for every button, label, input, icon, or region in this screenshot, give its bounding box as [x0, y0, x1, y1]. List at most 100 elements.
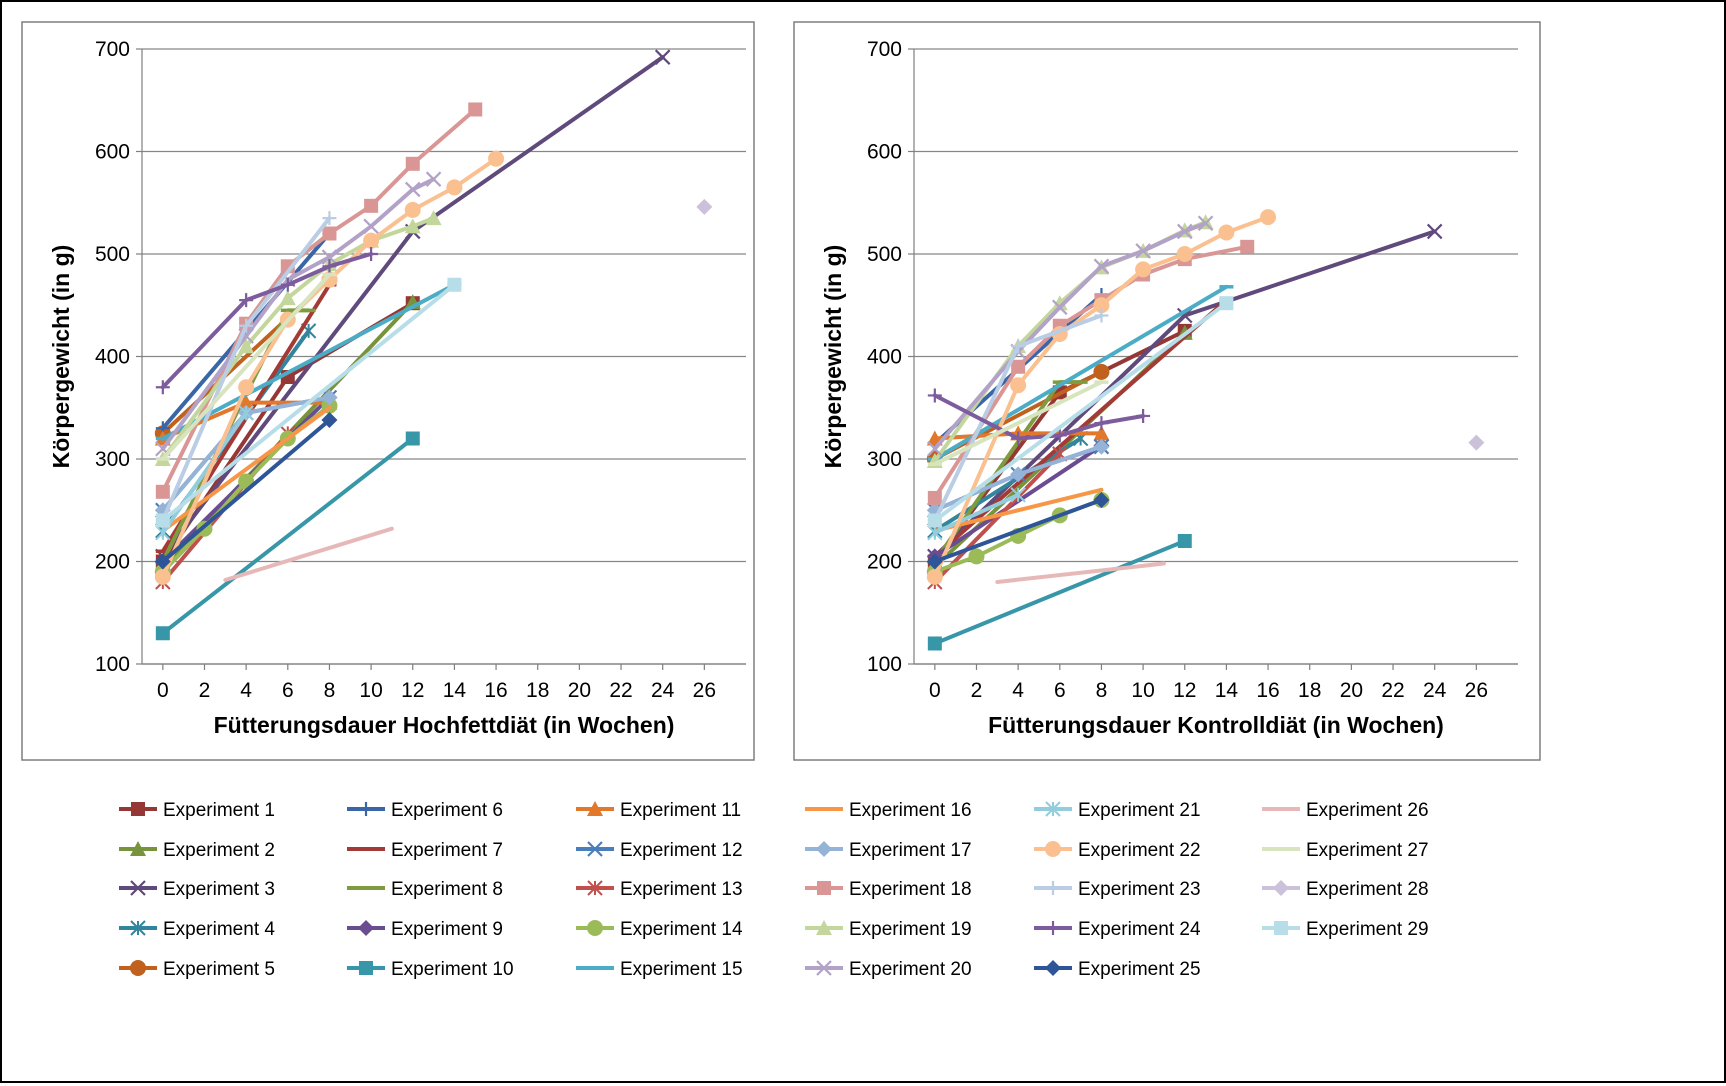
data-point	[156, 514, 170, 528]
x-tick-label: 14	[1215, 679, 1239, 702]
x-tick-label: 10	[1131, 679, 1154, 702]
legend-entry: Experiment 9	[347, 919, 503, 940]
legend-marker	[359, 961, 373, 975]
data-point	[1177, 246, 1193, 262]
legend-label: Experiment 29	[1306, 919, 1429, 940]
x-tick-label: 26	[1465, 679, 1488, 702]
x-tick-label: 20	[568, 679, 591, 702]
y-tick-label: 500	[95, 243, 130, 266]
legend-label: Experiment 13	[620, 879, 743, 900]
legend-label: Experiment 21	[1078, 800, 1201, 821]
chart-frame	[22, 22, 754, 760]
legend-marker	[587, 920, 603, 936]
x-axis-label: Fütterungsdauer Hochfettdiät (in Wochen)	[214, 712, 675, 738]
data-point	[447, 278, 461, 292]
data-point	[928, 637, 942, 651]
legend-marker	[1046, 921, 1060, 935]
legend-entry: Experiment 7	[347, 840, 503, 861]
data-point	[364, 199, 378, 213]
legend-label: Experiment 10	[391, 959, 514, 980]
legend-entry: Experiment 23	[1034, 879, 1201, 900]
legend-label: Experiment 2	[163, 840, 275, 861]
x-tick-label: 18	[1298, 679, 1321, 702]
legend-label: Experiment 15	[620, 959, 743, 980]
y-tick-label: 400	[95, 346, 130, 369]
legend-marker	[131, 802, 145, 816]
y-tick-label: 300	[867, 448, 902, 471]
legend-label: Experiment 3	[163, 879, 275, 900]
legend-label: Experiment 20	[849, 959, 972, 980]
legend-label: Experiment 25	[1078, 959, 1201, 980]
data-point	[405, 202, 421, 218]
data-point	[156, 626, 170, 640]
legend-marker	[1045, 841, 1061, 857]
y-tick-label: 500	[867, 243, 902, 266]
data-point	[238, 379, 254, 395]
x-tick-label: 6	[1054, 679, 1066, 702]
legend-marker	[359, 802, 373, 816]
legend-label: Experiment 26	[1306, 800, 1429, 821]
legend-label: Experiment 18	[849, 879, 972, 900]
legend-label: Experiment 8	[391, 879, 503, 900]
legend-entry: Experiment 2	[119, 840, 275, 861]
x-tick-label: 22	[609, 679, 632, 702]
legend-label: Experiment 19	[849, 919, 972, 940]
legend-entry: Experiment 12	[576, 840, 743, 861]
legend: Experiment 1 Experiment 2 Experiment 3 Expe…	[119, 800, 1429, 980]
legend-entry: Experiment 13	[576, 879, 743, 900]
legend-entry: Experiment 8	[347, 879, 503, 900]
data-point	[928, 491, 942, 505]
x-tick-label: 26	[693, 679, 716, 702]
legend-label: Experiment 11	[620, 800, 741, 821]
x-tick-label: 8	[1096, 679, 1108, 702]
legend-entry: Experiment 10	[347, 959, 514, 980]
data-point	[1218, 224, 1234, 240]
legend-entry: Experiment 26	[1262, 800, 1429, 821]
y-tick-label: 700	[95, 38, 130, 61]
x-tick-label: 24	[651, 679, 675, 702]
legend-entry: Experiment 4	[119, 919, 275, 940]
legend-marker	[1045, 960, 1061, 976]
y-tick-label: 200	[95, 551, 130, 574]
x-tick-label: 14	[443, 679, 467, 702]
legend-entry: Experiment 16	[805, 800, 972, 821]
x-tick-label: 22	[1381, 679, 1404, 702]
x-tick-label: 12	[1173, 679, 1196, 702]
data-point	[1260, 209, 1276, 225]
legend-entry: Experiment 20	[805, 959, 972, 980]
legend-entry: Experiment 28	[1262, 879, 1429, 900]
legend-entry: Experiment 27	[1262, 840, 1429, 861]
legend-label: Experiment 7	[391, 840, 503, 861]
legend-label: Experiment 24	[1078, 919, 1201, 940]
legend-entry: Experiment 17	[805, 840, 972, 861]
legend-entry: Experiment 19	[805, 919, 972, 940]
data-point	[446, 179, 462, 195]
legend-marker	[1046, 881, 1060, 895]
data-point	[927, 569, 943, 585]
y-tick-label: 200	[867, 551, 902, 574]
y-axis-label: Körpergewicht (in g)	[820, 245, 846, 469]
legend-entry: Experiment 1	[119, 800, 275, 821]
x-tick-label: 18	[526, 679, 549, 702]
data-point	[468, 102, 482, 116]
x-tick-label: 0	[929, 679, 941, 702]
data-point	[1010, 377, 1026, 393]
x-tick-label: 2	[199, 679, 211, 702]
data-point	[406, 432, 420, 446]
y-tick-label: 100	[95, 653, 130, 676]
legend-label: Experiment 28	[1306, 879, 1429, 900]
legend-marker	[1274, 921, 1288, 935]
legend-marker	[1273, 880, 1289, 896]
legend-entry: Experiment 6	[347, 800, 503, 821]
data-point	[1135, 261, 1151, 277]
legend-label: Experiment 12	[620, 840, 743, 861]
data-point	[968, 548, 984, 564]
y-tick-label: 400	[867, 346, 902, 369]
legend-marker	[358, 920, 374, 936]
legend-marker	[816, 841, 832, 857]
legend-label: Experiment 22	[1078, 840, 1201, 861]
x-tick-label: 0	[157, 679, 169, 702]
x-axis-label: Fütterungsdauer Kontrolldiät (in Wochen)	[988, 712, 1444, 738]
